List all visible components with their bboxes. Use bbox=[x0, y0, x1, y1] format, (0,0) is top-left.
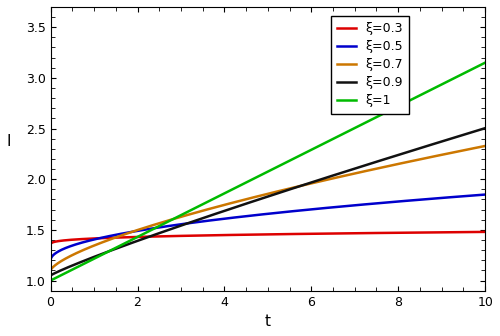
ξ=0.9 bbox=[390, 155, 396, 159]
ξ=1 bbox=[470, 67, 476, 71]
ξ=0.3 bbox=[48, 243, 54, 247]
ξ=1 bbox=[482, 61, 488, 65]
X-axis label: t: t bbox=[265, 314, 271, 329]
ξ=0.9 bbox=[482, 126, 488, 130]
ξ=0.7 bbox=[259, 193, 265, 197]
ξ=0.9 bbox=[470, 130, 476, 134]
ξ=0.7 bbox=[70, 253, 76, 257]
Y-axis label: I: I bbox=[7, 134, 12, 149]
ξ=0.3 bbox=[470, 230, 476, 234]
ξ=0.7 bbox=[390, 163, 396, 167]
ξ=0.3 bbox=[70, 238, 76, 242]
ξ=1 bbox=[70, 267, 76, 271]
ξ=0.7 bbox=[248, 196, 254, 200]
ξ=0.5 bbox=[248, 214, 254, 218]
ξ=0.5 bbox=[482, 193, 488, 197]
ξ=0.7 bbox=[482, 144, 488, 148]
ξ=0.5 bbox=[470, 194, 476, 198]
ξ=0.9 bbox=[48, 274, 54, 278]
ξ=1 bbox=[248, 178, 254, 182]
ξ=0.3 bbox=[390, 231, 396, 235]
ξ=1 bbox=[470, 67, 476, 71]
ξ=0.3 bbox=[248, 233, 254, 237]
ξ=0.9 bbox=[248, 200, 254, 204]
Legend: ξ=0.3, ξ=0.5, ξ=0.7, ξ=0.9, ξ=1: ξ=0.3, ξ=0.5, ξ=0.7, ξ=0.9, ξ=1 bbox=[330, 16, 409, 114]
Line: ξ=1: ξ=1 bbox=[50, 63, 485, 281]
ξ=0.7 bbox=[470, 146, 476, 151]
ξ=0.5 bbox=[70, 243, 76, 247]
Line: ξ=0.7: ξ=0.7 bbox=[50, 146, 485, 270]
ξ=1 bbox=[390, 107, 396, 111]
ξ=0.3 bbox=[470, 230, 476, 234]
ξ=0.3 bbox=[482, 230, 488, 234]
ξ=1 bbox=[48, 279, 54, 283]
ξ=0.5 bbox=[48, 258, 54, 262]
ξ=0.5 bbox=[470, 194, 476, 198]
ξ=0.9 bbox=[259, 197, 265, 201]
ξ=1 bbox=[259, 173, 265, 177]
ξ=0.3 bbox=[259, 233, 265, 237]
Line: ξ=0.3: ξ=0.3 bbox=[50, 232, 485, 245]
ξ=0.7 bbox=[48, 268, 54, 272]
ξ=0.5 bbox=[259, 212, 265, 216]
ξ=0.5 bbox=[390, 200, 396, 204]
Line: ξ=0.9: ξ=0.9 bbox=[50, 128, 485, 276]
Line: ξ=0.5: ξ=0.5 bbox=[50, 195, 485, 260]
ξ=0.9 bbox=[70, 263, 76, 267]
ξ=0.9 bbox=[470, 130, 476, 134]
ξ=0.7 bbox=[470, 146, 476, 151]
